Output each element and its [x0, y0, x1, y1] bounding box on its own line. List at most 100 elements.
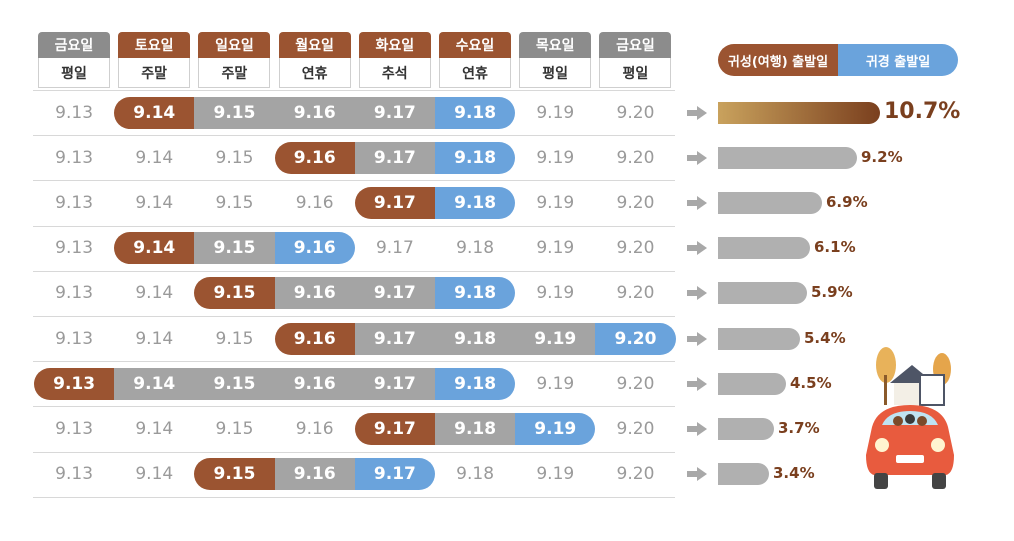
day-header: 수요일 연휴 [439, 32, 511, 90]
weekday-label: 화요일 [358, 32, 431, 58]
arrow-right-icon [687, 422, 707, 436]
date-cell: 9.16 [274, 322, 355, 355]
day-type-label: 주말 [118, 58, 191, 88]
date-cell: 9.20 [616, 193, 655, 213]
date-cell: 9.15 [194, 277, 275, 310]
date-cell: 9.14 [135, 193, 174, 213]
date-cell: 9.13 [55, 102, 94, 123]
date-cell: 9.20 [616, 238, 655, 259]
row-divider [33, 225, 675, 227]
date-cell: 9.18 [435, 367, 516, 400]
date-cell: 9.15 [215, 328, 254, 349]
percentage-bar [718, 192, 822, 214]
date-cell: 9.15 [194, 458, 275, 491]
date-cell: 9.14 [114, 232, 195, 265]
date-cell: 9.15 [194, 232, 275, 265]
date-cell: 9.17 [354, 96, 435, 129]
weekday-label: 토요일 [118, 32, 191, 58]
arrow-right-icon [687, 241, 707, 256]
date-cell: 9.13 [55, 464, 94, 485]
arrow-right-icon [687, 331, 707, 346]
row-divider [33, 316, 675, 317]
date-cell: 9.20 [616, 102, 655, 123]
date-cell: 9.14 [135, 328, 174, 349]
date-cell: 9.13 [55, 238, 94, 259]
day-type-label: 추석 [358, 58, 431, 88]
day-type-label: 연휴 [439, 58, 511, 88]
date-cell: 9.16 [274, 458, 355, 491]
date-cell: 9.17 [354, 277, 435, 310]
legend: 귀성(여행) 출발일 귀경 출발일 [718, 44, 958, 76]
date-cell: 9.19 [536, 283, 575, 304]
arrow-right-icon [687, 150, 707, 165]
percentage-label: 3.4% [773, 464, 815, 483]
day-header: 일요일 주말 [198, 32, 271, 90]
day-header: 화요일 추석 [358, 32, 431, 90]
date-cell: 9.16 [295, 193, 334, 213]
percentage-bar [718, 101, 880, 124]
date-cell: 9.16 [274, 367, 355, 400]
date-cell: 9.20 [595, 322, 676, 355]
date-cell: 9.14 [135, 283, 174, 304]
day-header: 금요일 평일 [38, 32, 110, 90]
percentage-label: 3.7% [778, 419, 820, 437]
date-cell: 9.19 [536, 373, 575, 394]
date-cell: 9.17 [375, 238, 414, 259]
percentage-label: 10.7% [884, 98, 961, 124]
date-cell: 9.16 [274, 96, 355, 129]
date-cell: 9.15 [194, 367, 275, 400]
percentage-bar [718, 372, 786, 395]
date-cell: 9.16 [295, 419, 334, 439]
date-cell: 9.20 [616, 419, 655, 439]
date-cell: 9.15 [215, 193, 254, 213]
arrow-right-icon [687, 105, 707, 120]
date-cell: 9.13 [55, 328, 94, 349]
day-header: 목요일 평일 [519, 32, 592, 90]
weekday-label: 금요일 [599, 32, 672, 58]
date-cell: 9.19 [515, 413, 596, 445]
percentage-label: 4.5% [790, 373, 832, 392]
date-cell: 9.20 [616, 373, 655, 394]
date-cell: 9.14 [135, 464, 174, 485]
row-divider [33, 406, 675, 408]
row-divider [33, 451, 675, 453]
date-cell: 9.18 [435, 413, 516, 445]
row-divider [33, 270, 675, 272]
date-cell: 9.17 [354, 322, 435, 355]
percentage-label: 6.9% [826, 193, 868, 211]
date-cell: 9.15 [194, 96, 275, 129]
arrow-right-icon [687, 196, 707, 210]
day-type-label: 평일 [599, 58, 672, 88]
day-type-label: 연휴 [278, 58, 351, 88]
date-cell: 9.19 [536, 102, 575, 123]
date-cell: 9.19 [515, 322, 596, 355]
day-header: 월요일 연휴 [278, 32, 351, 90]
date-cell: 9.13 [55, 147, 94, 168]
date-cell: 9.17 [354, 458, 435, 491]
date-cell: 9.18 [435, 96, 516, 129]
percentage-bar [718, 418, 774, 440]
date-cell: 9.13 [55, 283, 94, 304]
date-cell: 9.19 [536, 147, 575, 168]
date-cell: 9.18 [456, 464, 495, 485]
date-cell: 9.19 [536, 193, 575, 213]
day-type-label: 주말 [198, 58, 271, 88]
percentage-label: 5.9% [811, 283, 853, 302]
day-header: 토요일 주말 [118, 32, 191, 90]
date-cell: 9.13 [55, 193, 94, 213]
weekday-label: 일요일 [198, 32, 271, 58]
date-cell: 9.18 [435, 141, 516, 174]
date-cell: 9.14 [135, 419, 174, 439]
date-cell: 9.16 [274, 232, 355, 265]
date-cell: 9.14 [114, 367, 195, 400]
date-cell: 9.18 [456, 238, 495, 259]
date-cell: 9.15 [215, 419, 254, 439]
date-cell: 9.16 [274, 141, 355, 174]
day-header: 금요일 평일 [599, 32, 672, 90]
row-divider [33, 90, 675, 91]
row-divider [33, 496, 675, 498]
date-cell: 9.20 [616, 283, 655, 304]
date-cell: 9.18 [435, 187, 516, 219]
percentage-label: 6.1% [814, 238, 856, 257]
date-cell: 9.17 [354, 187, 435, 219]
